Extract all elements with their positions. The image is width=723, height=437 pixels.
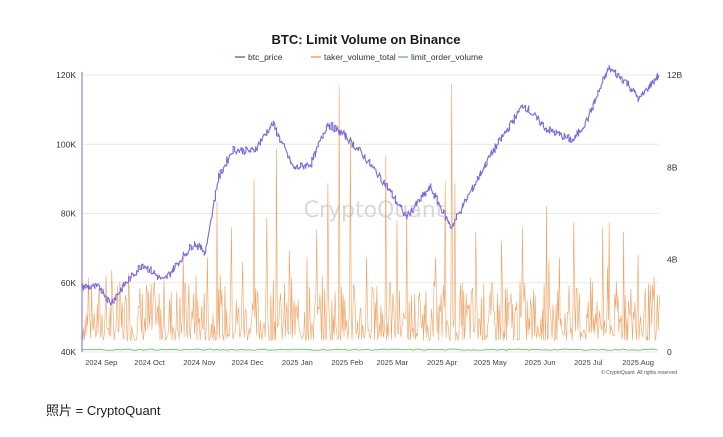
chart-grid bbox=[82, 74, 659, 353]
chart-svg: BTC: Limit Volume on Binance btc_price t… bbox=[56, 32, 682, 376]
x-tick-label: 2025 Jan bbox=[282, 358, 313, 367]
btc-price-series bbox=[81, 65, 660, 307]
x-tick-label: 2025 Apr bbox=[427, 358, 458, 367]
x-tick-label: 2025 Jun bbox=[525, 358, 556, 367]
x-tick-label: 2025 Mar bbox=[376, 358, 408, 367]
x-tick-label: 2025 May bbox=[474, 358, 507, 367]
legend-label-limit-order-volume[interactable]: limit_order_volume bbox=[411, 52, 483, 62]
x-tick-label: 2025 Aug bbox=[622, 358, 654, 367]
btc-price-line bbox=[81, 65, 660, 307]
legend-label-taker-volume[interactable]: taker_volume_total bbox=[324, 52, 396, 62]
chart-title: BTC: Limit Volume on Binance bbox=[272, 32, 461, 47]
taker-volume-series bbox=[81, 83, 661, 341]
legend-label-btc-price[interactable]: btc_price bbox=[248, 52, 283, 62]
taker-volume-line bbox=[81, 83, 661, 341]
chart-frame: BTC: Limit Volume on Binance btc_price t… bbox=[56, 32, 682, 376]
image-caption: 照片 = CryptoQuant bbox=[46, 403, 161, 418]
y-right-tick-label: 8B bbox=[667, 162, 678, 172]
y-right-tick-label: 4B bbox=[667, 255, 678, 265]
y-left-tick-label: 120K bbox=[56, 70, 76, 80]
y-left-tick-label: 80K bbox=[61, 209, 76, 219]
chart-copyright: © CryptoQuant. All rights reserved bbox=[601, 369, 677, 376]
x-tick-label: 2024 Dec bbox=[231, 358, 263, 367]
x-tick-label: 2024 Oct bbox=[134, 358, 165, 367]
limit-order-volume-series bbox=[81, 348, 658, 351]
y-left-tick-label: 100K bbox=[56, 139, 76, 149]
y-left-tick-label: 60K bbox=[61, 278, 76, 288]
chart-watermark: CryptoQuant bbox=[304, 198, 445, 223]
x-tick-label: 2024 Nov bbox=[183, 358, 215, 367]
y-right-tick-label: 12B bbox=[667, 70, 682, 80]
x-tick-label: 2025 Feb bbox=[331, 358, 363, 367]
x-tick-label: 2025 Jul bbox=[574, 358, 603, 367]
chart-axes: 40K 60K 80K 100K 120K 0 4B 8B 12B 2024 Sep 2024 Oc… bbox=[56, 70, 682, 367]
chart-legend: btc_price taker_volume_total limit_order… bbox=[235, 52, 483, 62]
y-right-tick-label: 0 bbox=[667, 347, 672, 357]
y-left-tick-label: 40K bbox=[61, 347, 76, 357]
limit-order-volume-line bbox=[81, 348, 658, 351]
x-tick-label: 2024 Sep bbox=[85, 358, 117, 367]
